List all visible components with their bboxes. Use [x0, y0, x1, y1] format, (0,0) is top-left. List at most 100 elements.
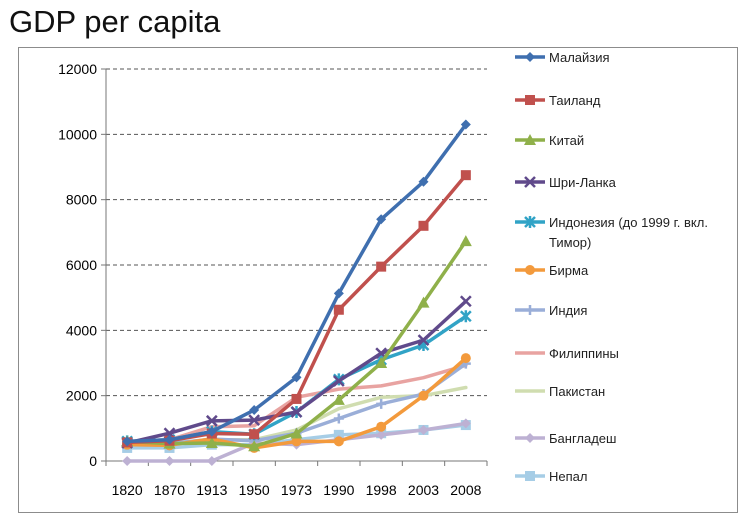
legend-marker	[525, 433, 535, 443]
data-point-4-1913	[205, 414, 218, 427]
data-point-2-1990	[333, 304, 344, 315]
data-point-1-1913	[206, 426, 217, 437]
series-lines	[121, 119, 472, 466]
data-point-4-1990	[332, 375, 345, 387]
legend-label: Филиппины	[549, 346, 619, 361]
legend-marker	[525, 265, 535, 275]
data-point-6-1973	[291, 436, 302, 447]
data-point-3-2008	[459, 235, 472, 247]
x-tick-label-1973: 1973	[281, 482, 312, 498]
legend-item-11: Непал	[515, 469, 587, 484]
data-point-1-1998	[376, 214, 387, 225]
x-tick-label-2008: 2008	[450, 482, 481, 498]
series-3	[121, 235, 472, 452]
data-point-10-1820	[122, 456, 133, 466]
data-point-1-1870	[164, 434, 175, 445]
data-point-10-1998	[376, 429, 387, 440]
legend-label-line-2: Тимор)	[549, 235, 591, 250]
legend-marker	[524, 134, 536, 145]
legend-label-line-1: Индонезия (до 1999 г. вкл.	[549, 215, 708, 230]
data-point-4-2003	[417, 334, 430, 347]
legend-item-1: Малайзия	[515, 50, 610, 65]
y-tick-label-6000: 6000	[66, 257, 97, 273]
data-point-3-1913	[205, 437, 218, 449]
data-point-6-1990	[333, 436, 344, 447]
x-tick-label-1998: 1998	[366, 482, 397, 498]
legend-item-9: Пакистан	[515, 384, 605, 399]
data-point-6-2003	[418, 390, 429, 401]
y-tick-label-12000: 12000	[58, 61, 97, 77]
legend-item-6: Бирма	[515, 263, 589, 278]
data-point-10-1870	[164, 456, 175, 466]
legend-label: Пакистан	[549, 384, 605, 399]
gridlines	[106, 68, 487, 397]
y-tick-label-10000: 10000	[58, 126, 97, 142]
data-point-3-1998	[375, 357, 388, 368]
x-tick-label-1870: 1870	[154, 482, 185, 498]
legend-item-2: Таиланд	[515, 93, 601, 108]
legend-label: Таиланд	[549, 93, 601, 108]
x-tick-label-2003: 2003	[408, 482, 439, 498]
data-point-4-1973	[290, 406, 303, 418]
legend-marker	[525, 52, 535, 62]
y-tick-label-4000: 4000	[66, 322, 97, 338]
legend-label: Малайзия	[549, 50, 610, 65]
chart-frame: 0 2000 4000 6000 8000 10000 12000 1820 1870 1913 1…	[18, 47, 738, 513]
legend-label: Индия	[549, 303, 587, 318]
data-point-6-2008	[460, 353, 471, 364]
legend-item-5: Индонезия (до 1999 г. вкл. Тимор)	[515, 215, 708, 250]
legend-marker	[525, 95, 535, 105]
page-title: GDP per capita	[9, 4, 221, 39]
data-point-1-1990	[333, 288, 344, 299]
y-tick-label-8000: 8000	[66, 192, 97, 208]
x-tick-label-1950: 1950	[239, 482, 270, 498]
data-point-4-2008	[459, 295, 472, 308]
data-point-6-1998	[376, 421, 387, 432]
data-point-1-1950	[249, 405, 260, 416]
data-point-1-1820	[122, 436, 133, 447]
data-point-2-2008	[460, 170, 471, 181]
legend-marker	[524, 176, 536, 188]
y-tick-label-0: 0	[89, 453, 97, 469]
legend-label: Бангладеш	[549, 431, 616, 446]
data-point-10-2008	[460, 418, 471, 429]
data-point-3-1973	[290, 427, 303, 439]
x-tick-label-1820: 1820	[112, 482, 143, 498]
line-chart: 0 2000 4000 6000 8000 10000 12000 1820 1870 1913 1…	[58, 50, 708, 498]
data-point-7-1998	[376, 398, 387, 409]
data-point-2-1973	[291, 393, 302, 404]
legend-label: Бирма	[549, 263, 589, 278]
series-line-4	[125, 299, 468, 445]
series-1	[122, 119, 471, 447]
legend-marker	[525, 471, 535, 481]
legend-item-4: Шри-Ланка	[515, 175, 617, 190]
data-point-5-2008	[459, 310, 472, 323]
x-tick-label-1913: 1913	[196, 482, 227, 498]
data-point-3-1950	[248, 440, 261, 452]
data-point-1-2003	[418, 176, 429, 187]
data-point-4-1950	[248, 414, 261, 427]
data-point-1-1973	[291, 372, 302, 383]
x-tick-label-1990: 1990	[323, 482, 354, 498]
legend: Малайзия Таиланд Китай Шри-Ланка Индонезия (…	[515, 50, 708, 484]
data-point-3-2003	[417, 296, 430, 308]
legend-label: Шри-Ланка	[549, 175, 617, 190]
data-point-10-1913	[206, 456, 217, 466]
legend-item-10: Бангладеш	[515, 431, 616, 446]
legend-item-8: Филиппины	[515, 346, 619, 361]
legend-marker	[525, 305, 535, 315]
legend-label: Китай	[549, 133, 584, 148]
data-point-2-2003	[418, 220, 429, 231]
legend-label: Непал	[549, 469, 587, 484]
data-point-3-1990	[332, 393, 345, 405]
data-point-1-2008	[460, 119, 471, 130]
data-point-10-2003	[418, 424, 429, 435]
legend-item-3: Китай	[515, 133, 584, 148]
data-point-2-1950	[249, 429, 260, 440]
legend-item-7: Индия	[515, 303, 587, 318]
y-tick-label-2000: 2000	[66, 388, 97, 404]
data-point-2-1998	[376, 261, 387, 272]
data-point-7-1990	[333, 413, 344, 424]
series-line-1	[125, 122, 468, 444]
legend-marker	[524, 216, 536, 228]
